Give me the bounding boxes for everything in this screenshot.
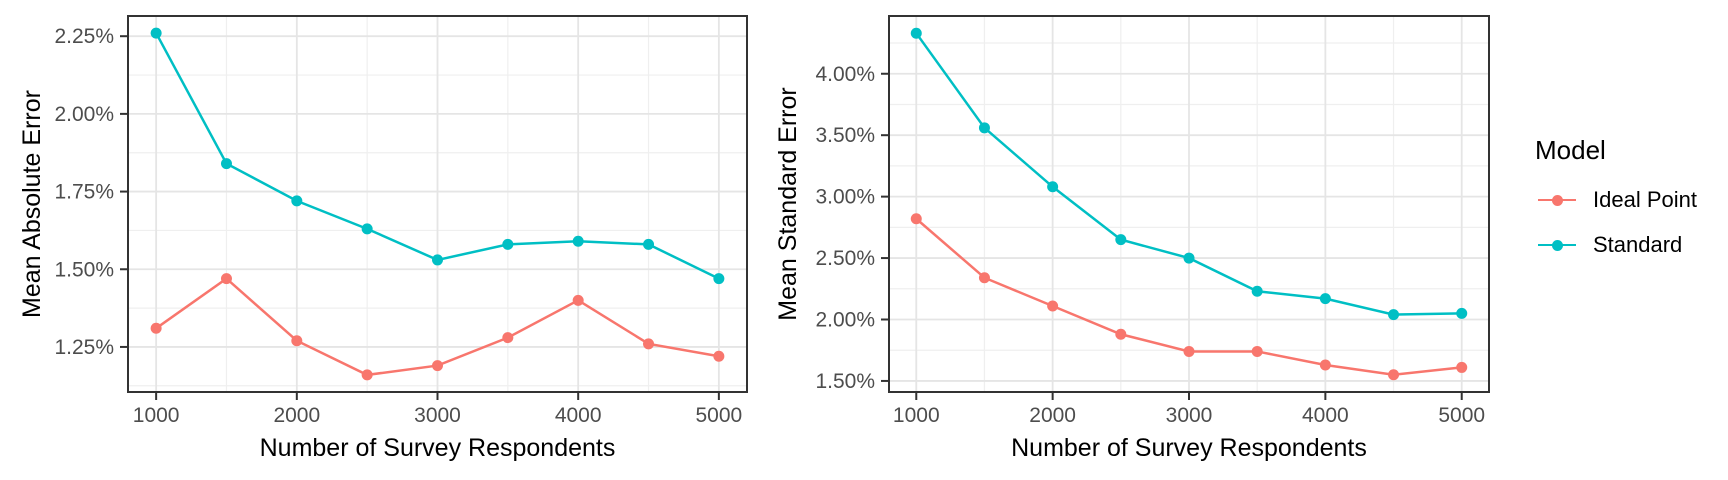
chart-mean-absolute-error: 1000 2000 3000 4000 5000 1.25% 1.50% 1.75% 2.00%…	[18, 15, 748, 462]
x-tick-label: 1000	[893, 404, 940, 427]
x-axis-title: Number of Survey Respondents	[260, 434, 616, 462]
data-point-standard	[1115, 234, 1127, 246]
data-point-ideal-point	[643, 338, 655, 350]
y-axis-title: Mean Absolute Error	[18, 90, 46, 318]
y-tick-label: 2.50%	[815, 247, 875, 270]
y-tick-label: 1.50%	[54, 258, 114, 281]
y-tick-label: 2.00%	[815, 309, 875, 332]
data-point-standard	[432, 254, 443, 266]
data-point-standard	[1047, 181, 1059, 193]
x-tick-label: 2000	[273, 404, 320, 427]
legend-key-dot	[1551, 239, 1563, 251]
data-point-standard	[291, 195, 303, 207]
y-tick-label: 1.75%	[54, 181, 114, 204]
data-point-ideal-point	[1183, 345, 1195, 357]
chart-mean-standard-error: 1000 2000 3000 4000 5000 1.50% 2.00% 2.50% 3.00%…	[774, 15, 1490, 462]
data-point-standard	[713, 273, 725, 285]
data-point-standard	[643, 238, 655, 250]
x-tick-label: 3000	[1166, 404, 1213, 427]
data-point-standard	[220, 158, 232, 170]
data-point-ideal-point	[1319, 359, 1331, 371]
data-point-ideal-point	[1456, 361, 1468, 373]
legend: Model Ideal Point Standard	[1535, 135, 1725, 257]
data-point-ideal-point	[910, 213, 922, 225]
data-point-ideal-point	[1115, 328, 1127, 340]
y-tick-label: 2.25%	[54, 25, 114, 48]
y-tick-label: 4.00%	[815, 63, 875, 86]
x-tick-label: 5000	[1438, 404, 1485, 427]
data-point-standard	[910, 27, 922, 39]
data-point-ideal-point	[1047, 300, 1059, 312]
x-tick-label: 4000	[1302, 404, 1349, 427]
y-axis-title: Mean Standard Error	[774, 87, 802, 320]
y-tick-label: 1.25%	[54, 336, 114, 359]
data-point-ideal-point	[713, 350, 725, 362]
data-point-ideal-point	[150, 322, 162, 334]
data-point-ideal-point	[572, 294, 584, 306]
data-point-standard	[1183, 252, 1195, 264]
data-point-ideal-point	[978, 272, 990, 284]
x-tick-label: 1000	[133, 404, 180, 427]
x-tick-label: 5000	[696, 404, 743, 427]
data-point-standard	[572, 235, 584, 247]
legend-label-ideal-point: Ideal Point	[1593, 187, 1697, 212]
data-point-standard	[150, 27, 162, 39]
data-point-standard	[1456, 307, 1468, 319]
data-point-standard	[978, 122, 990, 134]
legend-title: Model	[1535, 135, 1606, 165]
legend-key-dot	[1551, 194, 1563, 206]
data-point-standard	[502, 238, 514, 250]
data-point-ideal-point	[220, 273, 232, 285]
data-point-ideal-point	[1388, 369, 1400, 381]
data-point-ideal-point	[361, 369, 373, 381]
data-point-standard	[1319, 293, 1331, 305]
data-point-standard	[1388, 309, 1400, 321]
data-point-ideal-point	[502, 332, 514, 344]
x-tick-label: 4000	[555, 404, 602, 427]
line-point-key-icon	[1538, 188, 1576, 212]
x-tick-label: 2000	[1029, 404, 1076, 427]
legend-label-standard: Standard	[1593, 232, 1683, 257]
data-point-ideal-point	[291, 335, 303, 347]
y-tick-label: 3.50%	[815, 124, 875, 147]
line-point-key-icon	[1538, 233, 1576, 257]
legend-item-standard: Standard	[1538, 232, 1683, 257]
legend-item-ideal-point: Ideal Point	[1538, 187, 1697, 212]
y-tick-label: 2.00%	[54, 103, 114, 126]
data-point-standard	[1251, 285, 1263, 297]
data-point-ideal-point	[432, 360, 443, 372]
y-tick-label: 1.50%	[815, 370, 875, 393]
data-point-ideal-point	[1251, 345, 1263, 357]
data-point-standard	[361, 223, 373, 235]
x-axis-title: Number of Survey Respondents	[1011, 434, 1367, 462]
y-tick-label: 3.00%	[815, 186, 875, 209]
x-tick-label: 3000	[414, 404, 461, 427]
